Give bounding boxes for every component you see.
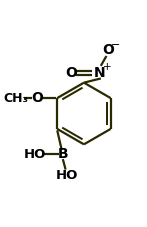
Text: +: + [103, 62, 111, 72]
Text: O: O [65, 66, 77, 80]
Text: HO: HO [56, 169, 78, 182]
Text: N: N [94, 66, 105, 80]
Text: −: − [111, 40, 120, 50]
Text: O: O [102, 43, 114, 57]
Text: CH₃: CH₃ [3, 91, 28, 105]
Text: O: O [32, 91, 44, 105]
Text: HO: HO [24, 148, 46, 161]
Text: B: B [57, 147, 68, 161]
